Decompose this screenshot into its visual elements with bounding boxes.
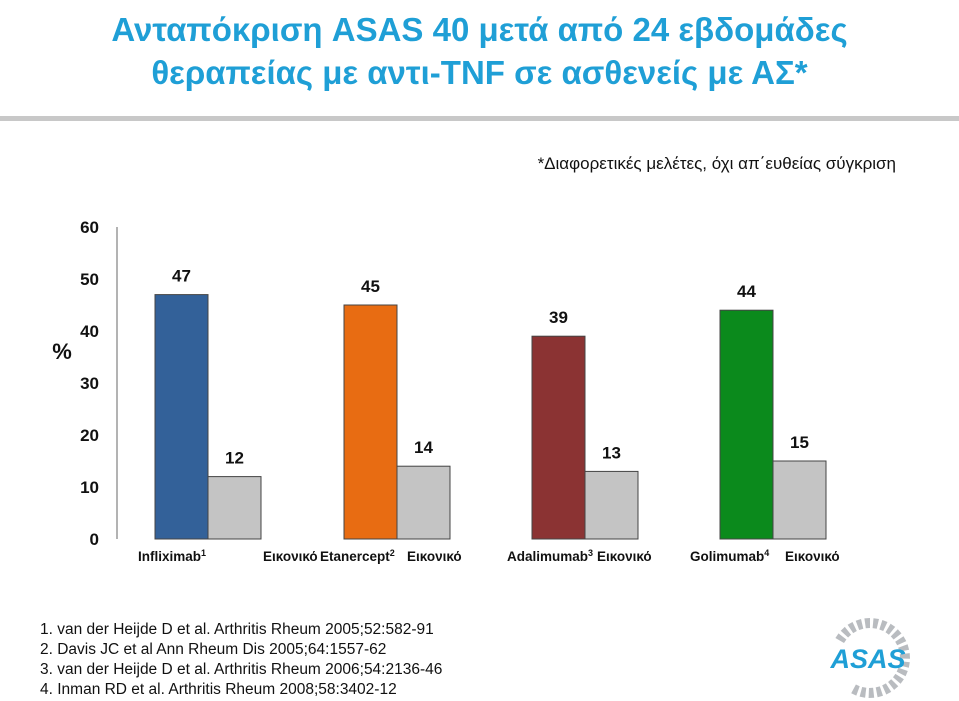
- placebo-value-label: 14: [414, 438, 433, 457]
- drug-value-label: 45: [361, 277, 380, 296]
- logo-ring-segment: [875, 686, 883, 698]
- logo-wordmark: ASAS: [829, 644, 905, 674]
- logo-ring-segment: [890, 629, 902, 640]
- logo-ring-segment: [888, 679, 899, 690]
- reference-item: 1. van der Heijde D et al. Arthritis Rhe…: [40, 621, 434, 638]
- title-line-2: θεραπείας με αντι-TNF σε ασθενείς με ΑΣ*: [151, 54, 808, 91]
- logo-ring-segment: [893, 673, 904, 684]
- asas-logo: ASAS: [829, 618, 910, 698]
- drug-category-label: Infliximab1: [138, 548, 206, 564]
- title-divider: [0, 116, 959, 121]
- references: 1. van der Heijde D et al. Arthritis Rhe…: [40, 620, 442, 700]
- logo-ring-segment: [895, 636, 907, 646]
- logo-ring-segment: [882, 683, 892, 695]
- reference-item: 3. van der Heijde D et al. Arthritis Rhe…: [40, 661, 443, 678]
- placebo-value-label: 12: [225, 449, 244, 468]
- logo-ring-segment: [840, 626, 852, 638]
- placebo-category-label: Εικονικό: [263, 549, 318, 564]
- logo-ring-segment: [898, 644, 910, 652]
- logo-ring-segment: [872, 618, 879, 629]
- title-line-1: Ανταπόκριση ASAS 40 μετά από 24 εβδομάδε…: [111, 11, 848, 48]
- drug-bar: [154, 294, 209, 540]
- y-tick-label: 0: [90, 530, 99, 549]
- placebo-bar: [584, 470, 639, 540]
- y-tick-label: 10: [80, 478, 99, 497]
- drug-category-label: Etanercept2: [320, 548, 395, 564]
- placebo-category-label: Εικονικό: [407, 549, 462, 564]
- logo-ring-segment: [885, 623, 896, 635]
- placebo-value-label: 13: [602, 443, 621, 462]
- y-tick-label: 60: [80, 218, 99, 237]
- placebo-value-label: 15: [790, 433, 809, 452]
- drug-value-label: 47: [172, 267, 191, 286]
- logo-ring-segment: [899, 661, 910, 668]
- drug-bar: [343, 304, 398, 540]
- drug-value-label: 44: [737, 282, 756, 301]
- y-axis-label: %: [52, 339, 72, 364]
- logo-ring-segment: [859, 687, 867, 698]
- placebo-bar: [396, 465, 451, 540]
- page-title: Ανταπόκριση ASAS 40 μετά από 24 εβδομάδε…: [0, 8, 959, 94]
- logo-ring-segment: [851, 684, 860, 696]
- reference-item: 4. Inman RD et al. Arthritis Rheum 2008;…: [40, 681, 397, 698]
- logo-ring-icon: [835, 618, 910, 698]
- logo-ring-segment: [864, 618, 870, 629]
- y-tick-label: 20: [80, 426, 99, 445]
- drug-value-label: 39: [549, 308, 568, 327]
- logo-ring-segment: [868, 687, 875, 698]
- logo-ring-segment: [855, 619, 864, 630]
- y-tick-label: 30: [80, 374, 99, 393]
- comparison-note: *Διαφορετικές μελέτες, όχι απ΄ευθείας σύ…: [537, 154, 896, 173]
- logo-ring-segment: [899, 653, 910, 659]
- drug-category-label: Golimumab4: [690, 548, 769, 564]
- placebo-category-label: Εικονικό: [785, 549, 840, 564]
- logo-ring-segment: [847, 622, 857, 634]
- y-tick-label: 40: [80, 322, 99, 341]
- logo-ring-segment: [835, 633, 847, 643]
- logo-ring-segment: [879, 620, 888, 631]
- placebo-bar: [207, 476, 262, 540]
- logo-ring-segment: [896, 667, 908, 677]
- y-tick-label: 50: [80, 270, 99, 289]
- reference-item: 2. Davis JC et al Ann Rheum Dis 2005;64:…: [40, 641, 387, 658]
- drug-bar: [719, 309, 774, 540]
- drug-bar: [531, 335, 586, 540]
- placebo-bar: [772, 460, 827, 540]
- placebo-category-label: Εικονικό: [597, 549, 652, 564]
- drug-category-label: Adalimumab3: [507, 548, 593, 564]
